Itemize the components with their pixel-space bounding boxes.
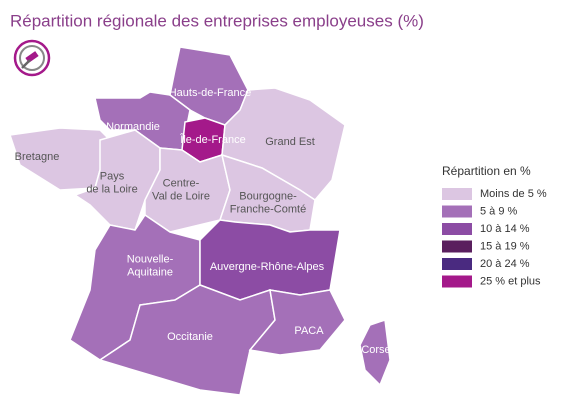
legend: Répartition en % Moins de 5 % 5 à 9 % 10 à… <box>442 164 547 288</box>
region-label: PACA <box>294 325 324 337</box>
region-label: Occitanie <box>167 331 213 343</box>
region-label: Normandie <box>106 121 160 133</box>
region-label: Franche-Comté <box>230 203 306 215</box>
region <box>359 318 391 387</box>
region-label: Bretagne <box>15 151 60 163</box>
legend-swatch <box>442 258 472 270</box>
legend-swatch <box>442 275 472 288</box>
region-label: Aquitaine <box>127 266 173 278</box>
region <box>221 87 346 201</box>
region-label: Grand Est <box>265 136 315 148</box>
region-label: Centre- <box>163 177 200 189</box>
legend-swatch <box>442 240 472 253</box>
legend-swatch <box>442 223 472 235</box>
title: Répartition régionale des entreprises em… <box>10 11 424 30</box>
legend-swatch <box>442 205 472 218</box>
legend-swatch <box>442 188 472 200</box>
region-label: Bourgogne- <box>239 190 297 202</box>
region-label: Hauts-de-France <box>169 87 252 99</box>
region-label: Auvergne-Rhône-Alpes <box>210 261 325 273</box>
region-label: de la Loire <box>86 183 137 195</box>
legend-label: 15 à 19 % <box>480 240 530 252</box>
region-label: Pays <box>100 170 125 182</box>
region-label: Nouvelle- <box>127 253 174 265</box>
legend-label: 20 à 24 % <box>480 258 530 270</box>
region-label: Île-de-France <box>179 133 245 146</box>
legend-label: 10 à 14 % <box>480 223 530 235</box>
legend-title: Répartition en % <box>442 164 531 178</box>
region-label: Corse <box>361 344 390 356</box>
region <box>248 289 346 356</box>
region-label: Val de Loire <box>152 190 210 202</box>
legend-label: 25 % et plus <box>480 275 541 287</box>
map: Hauts-de-France Normandie Île-de-France Gra… <box>9 46 391 396</box>
icon <box>13 39 51 77</box>
legend-label: 5 à 9 % <box>480 205 518 217</box>
legend-label: Moins de 5 % <box>480 188 547 200</box>
